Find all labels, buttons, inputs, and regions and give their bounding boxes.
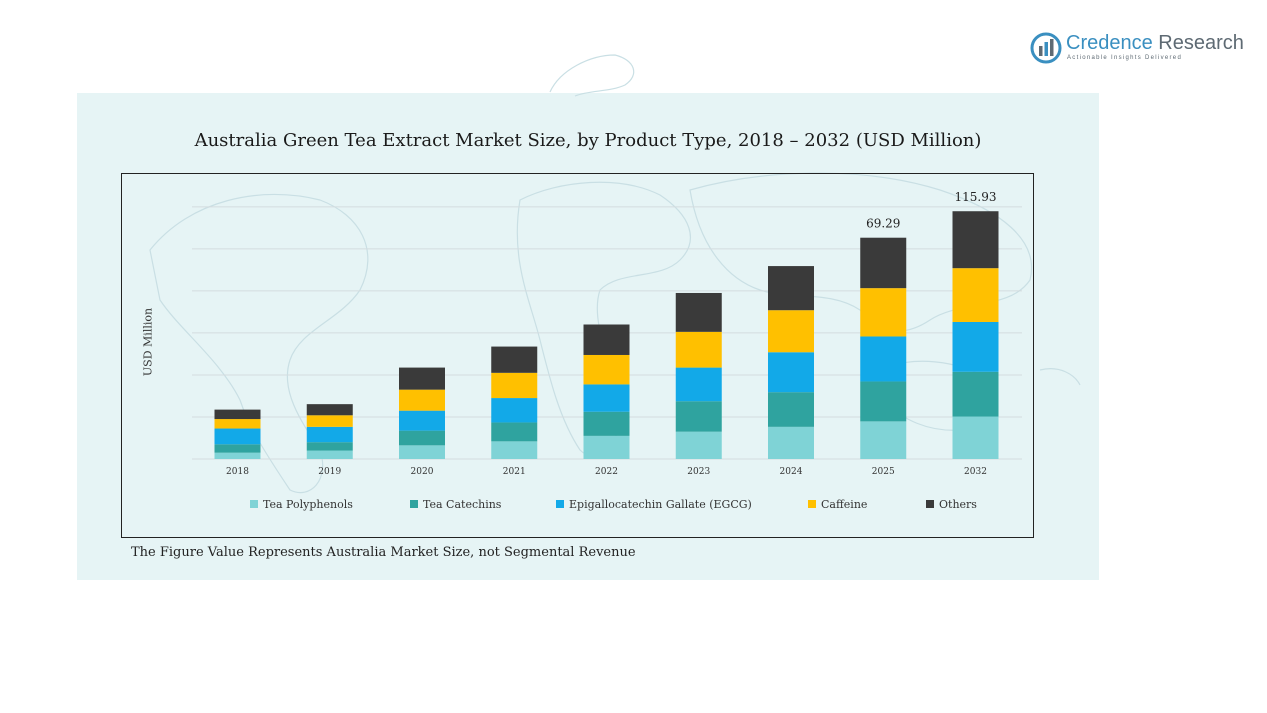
brand-logo: Credence Research Actionable Insights De… bbox=[1030, 32, 1245, 66]
data-label: 115.93 bbox=[955, 190, 997, 204]
bar-segment bbox=[675, 431, 722, 459]
x-tick-label: 2020 bbox=[411, 467, 434, 477]
bar-segment bbox=[952, 211, 999, 269]
legend-item: Tea Catechins bbox=[410, 498, 501, 511]
x-tick-label: 2023 bbox=[687, 467, 710, 477]
bar-segment bbox=[675, 401, 722, 432]
legend-swatch bbox=[556, 500, 564, 508]
x-tick-labels: 2018 2019 2020 2021 2022 2023 2024 2025 2032 bbox=[226, 467, 987, 477]
bar-segment bbox=[952, 268, 999, 322]
bar-segment bbox=[583, 411, 630, 436]
chart-title: Australia Green Tea Extract Market Size,… bbox=[194, 130, 982, 151]
x-tick-label: 2018 bbox=[226, 467, 249, 477]
brand-name-part2: Research bbox=[1152, 32, 1244, 54]
bar-segment bbox=[306, 415, 353, 427]
bar-segment bbox=[952, 416, 999, 459]
legend-item: Tea Polyphenols bbox=[250, 498, 353, 511]
legend-swatch bbox=[808, 500, 816, 508]
footnote: The Figure Value Represents Australia Ma… bbox=[131, 545, 636, 560]
bar-segment bbox=[306, 450, 353, 459]
bar-segment bbox=[491, 398, 538, 423]
bar-segment bbox=[399, 445, 445, 459]
bar-segment bbox=[214, 409, 261, 420]
bar-segment bbox=[768, 426, 814, 459]
legend-swatch bbox=[250, 500, 258, 508]
bar-segment bbox=[491, 346, 538, 373]
bar-segment bbox=[768, 392, 814, 427]
bar-segment bbox=[491, 422, 538, 442]
bar-segment bbox=[399, 430, 445, 446]
bar-segment bbox=[583, 324, 630, 355]
bar-segment bbox=[399, 389, 445, 411]
legend-item: Others bbox=[926, 498, 977, 511]
bar-segment bbox=[491, 441, 538, 459]
bar-segment bbox=[952, 371, 999, 417]
bar-segment bbox=[860, 237, 907, 289]
legend-label: Epigallocatechin Gallate (EGCG) bbox=[569, 498, 752, 511]
legend-swatch bbox=[926, 500, 934, 508]
bar-segment bbox=[583, 435, 630, 459]
bar-segment bbox=[214, 419, 261, 429]
x-tick-label: 2025 bbox=[872, 467, 895, 477]
legend-item: Caffeine bbox=[808, 498, 867, 511]
bar-stacks bbox=[214, 211, 999, 459]
bar-segment bbox=[675, 331, 722, 368]
data-label: 69.29 bbox=[866, 217, 900, 231]
bar-segment bbox=[214, 444, 261, 453]
bar-segment bbox=[399, 367, 445, 390]
legend-swatch bbox=[410, 500, 418, 508]
data-labels: 69.29 115.93 bbox=[866, 190, 996, 230]
x-tick-label: 2019 bbox=[318, 467, 341, 477]
bar-segment bbox=[952, 321, 999, 372]
bar-segment bbox=[860, 381, 907, 422]
bar-segment bbox=[491, 372, 538, 399]
legend-label: Caffeine bbox=[821, 498, 868, 511]
bar-segment bbox=[768, 310, 814, 353]
legend-label: Tea Catechins bbox=[423, 498, 502, 511]
bar-segment bbox=[768, 352, 814, 393]
bar-segment bbox=[583, 384, 630, 412]
bar-segment bbox=[860, 336, 907, 382]
brand-name-part1: Credence bbox=[1066, 32, 1153, 54]
bar-segment bbox=[306, 404, 353, 416]
credence-logo-icon bbox=[1030, 32, 1062, 64]
x-tick-label: 2032 bbox=[964, 467, 987, 477]
bar-segment bbox=[306, 442, 353, 451]
brand-tagline: Actionable Insights Delivered bbox=[1067, 55, 1183, 61]
chart-legend: Tea Polyphenols Tea Catechins Epigallocate… bbox=[250, 498, 1010, 514]
legend-label: Tea Polyphenols bbox=[263, 498, 353, 511]
bar-segment bbox=[583, 354, 630, 385]
plot-frame bbox=[121, 173, 1034, 538]
bar-segment bbox=[860, 421, 907, 459]
x-tick-label: 2021 bbox=[503, 467, 526, 477]
brand-name: Credence Research bbox=[1066, 32, 1244, 55]
bar-segment bbox=[860, 288, 907, 337]
legend-item: Epigallocatechin Gallate (EGCG) bbox=[556, 498, 752, 511]
bar-segment bbox=[214, 452, 261, 459]
x-tick-label: 2024 bbox=[780, 467, 803, 477]
bar-segment bbox=[214, 428, 261, 445]
bar-segment bbox=[768, 266, 814, 311]
bar-segment bbox=[399, 410, 445, 431]
bar-segment bbox=[675, 367, 722, 402]
x-tick-label: 2022 bbox=[595, 467, 618, 477]
bar-segment bbox=[306, 426, 353, 443]
legend-label: Others bbox=[939, 498, 977, 511]
bar-segment bbox=[675, 292, 722, 332]
